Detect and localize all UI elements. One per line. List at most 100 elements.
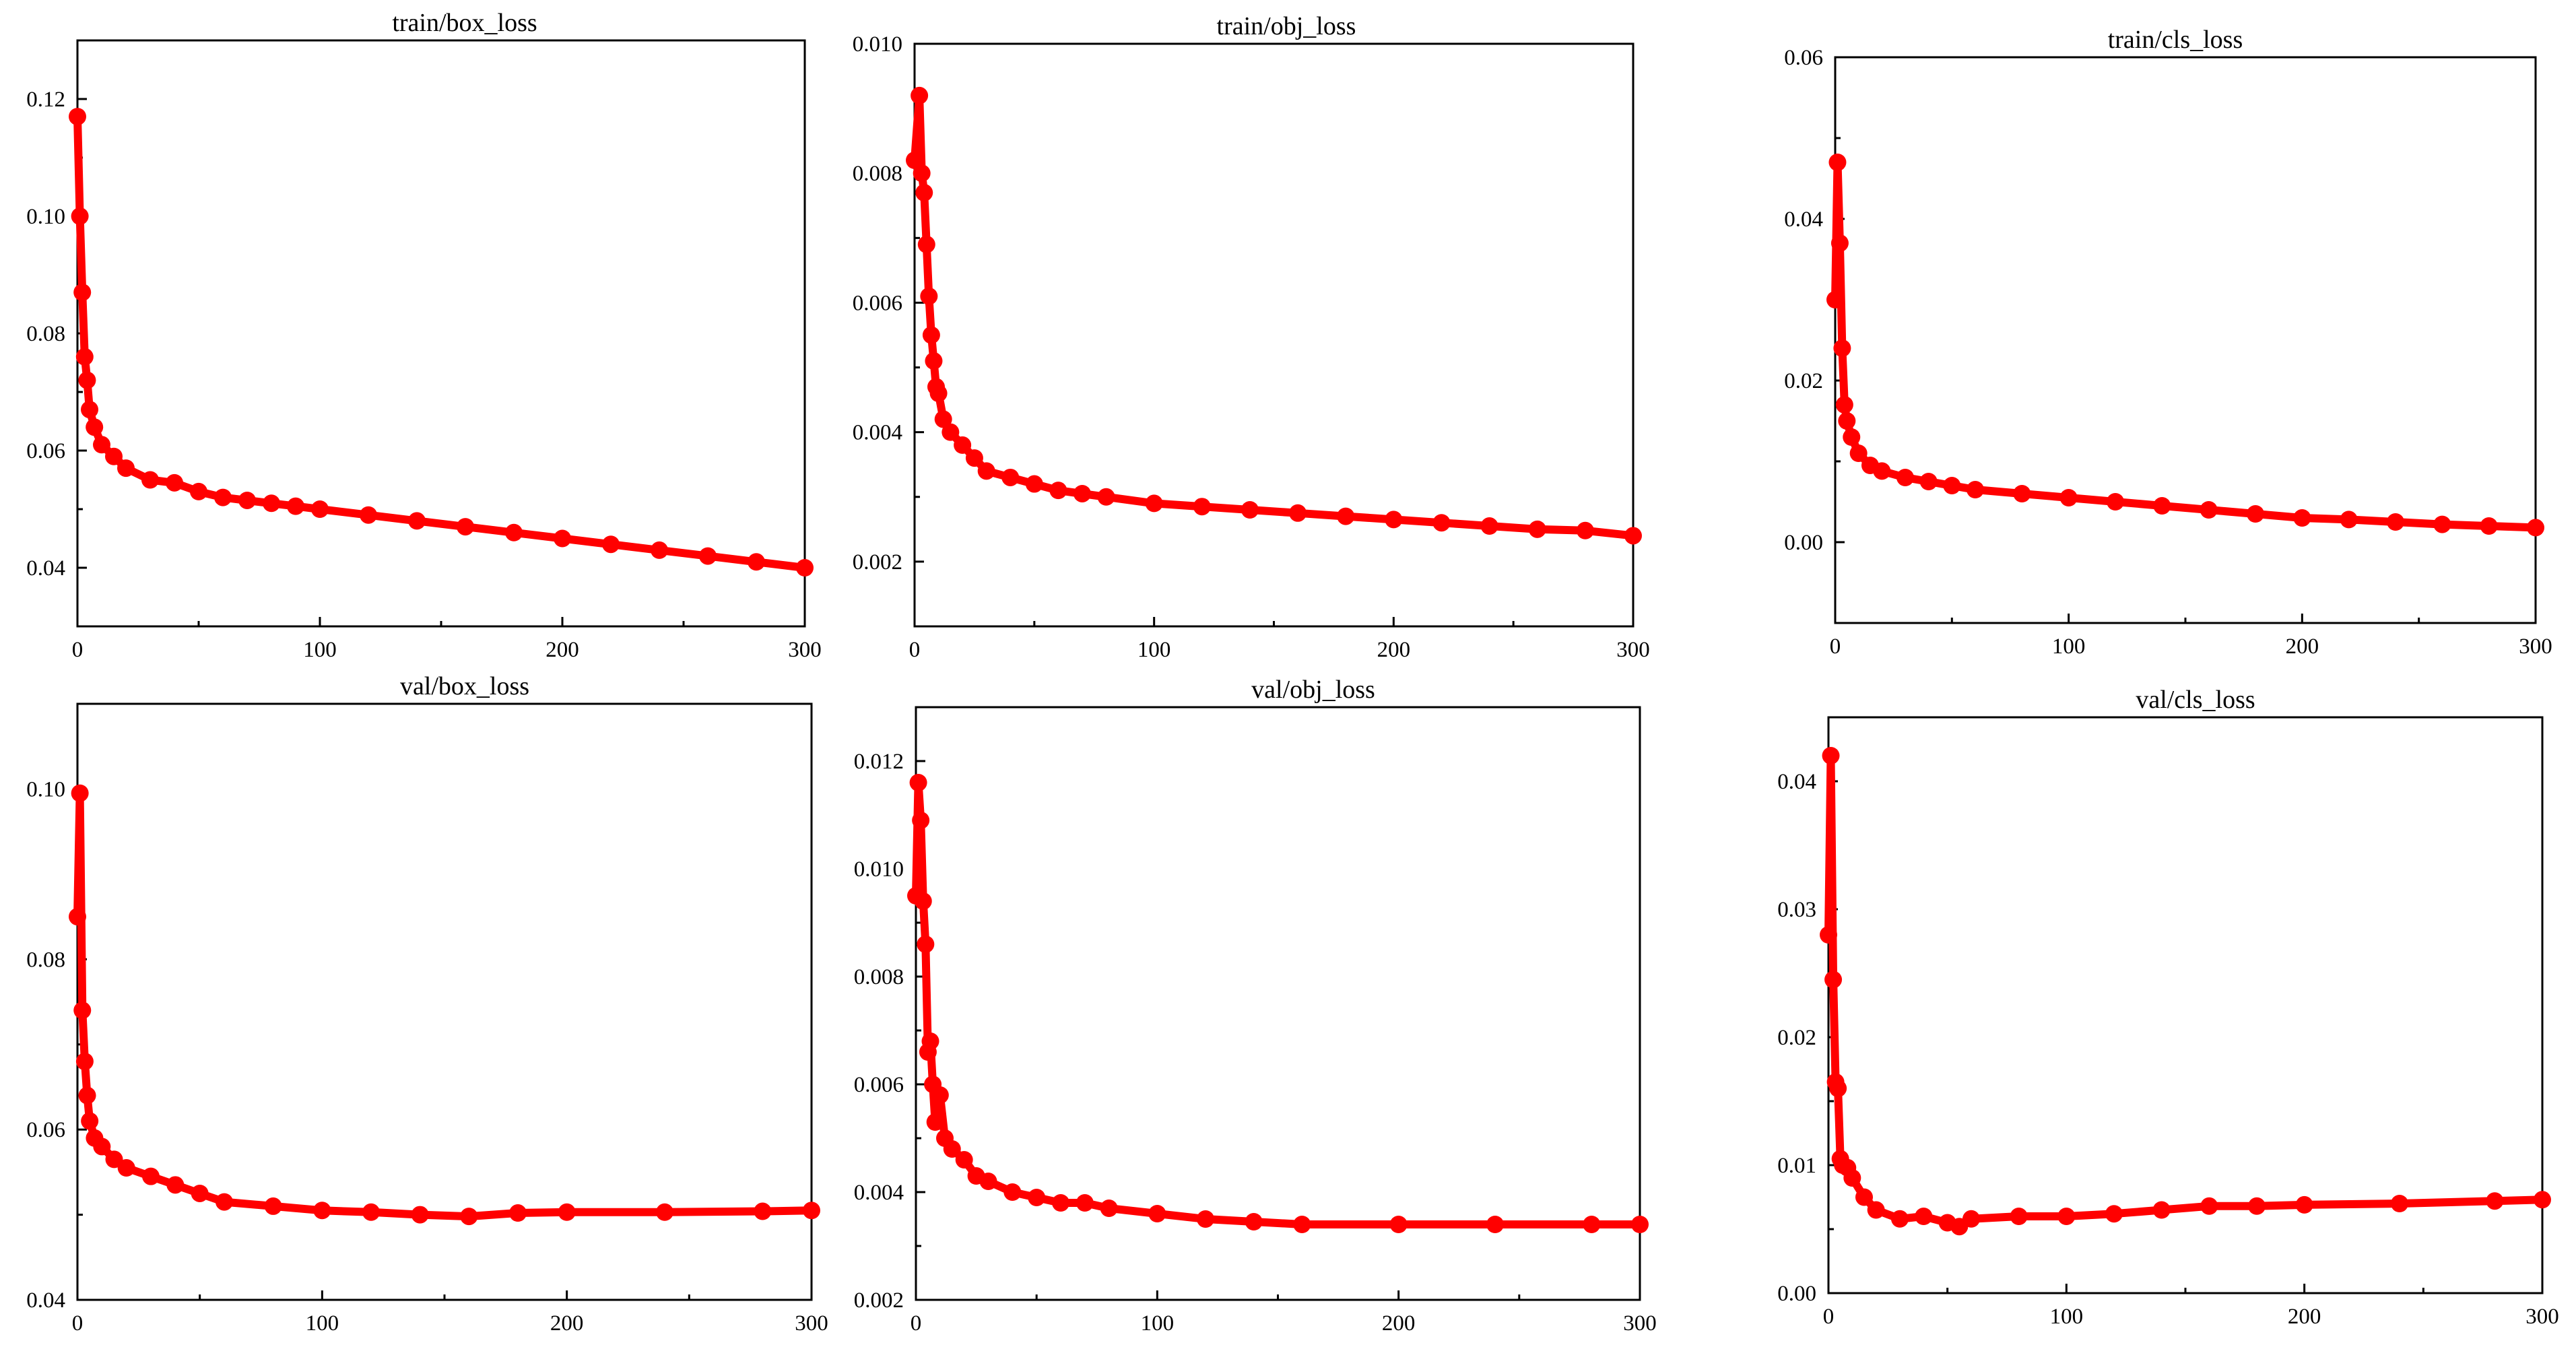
data-point (73, 1001, 92, 1020)
data-point (1843, 428, 1861, 446)
data-point (509, 1204, 527, 1222)
data-point (1915, 1208, 1933, 1225)
data-point (1896, 469, 1914, 486)
data-point (69, 908, 86, 926)
chart-panel-2: train/cls_loss 0 100 200 300 0.00 0.02 0.04 0.06 (1784, 26, 2552, 659)
data-point (1829, 1080, 1847, 1097)
data-point (1962, 1210, 1980, 1228)
data-point (912, 812, 930, 829)
data-point (2486, 1192, 2504, 1210)
data-point (1028, 1189, 1046, 1206)
data-point (69, 108, 86, 126)
data-point (909, 774, 927, 791)
data-point (166, 473, 183, 492)
data-point (1967, 481, 1984, 498)
y-tick-label: 0.002 (854, 1288, 904, 1313)
data-point (93, 1138, 111, 1156)
data-point (1873, 462, 1891, 480)
data-point (214, 488, 232, 506)
data-point (141, 471, 159, 489)
data-point (81, 1112, 99, 1130)
x-tick-label: 200 (2286, 634, 2319, 659)
data-point (1835, 396, 1853, 414)
data-point (1241, 501, 1259, 519)
data-point (360, 506, 377, 524)
y-tick-label: 0.006 (854, 1073, 904, 1097)
data-point (362, 1203, 380, 1221)
data-point (1843, 1169, 1861, 1187)
y-tick-label: 0.002 (853, 550, 902, 574)
x-tick-label: 200 (1377, 638, 1411, 662)
data-point (2200, 1197, 2218, 1215)
data-point (965, 449, 983, 467)
data-point (913, 164, 931, 183)
y-tick-label: 0.03 (1777, 898, 1816, 922)
data-point (2391, 1195, 2408, 1212)
data-point (1480, 517, 1498, 535)
data-point (238, 491, 256, 509)
y-tick-label: 0.10 (26, 777, 65, 801)
data-point (2340, 511, 2358, 529)
y-tick-label: 0.02 (1784, 369, 1823, 393)
x-tick-label: 100 (303, 638, 337, 662)
y-tick-label: 0.00 (1777, 1282, 1816, 1306)
data-point (2107, 493, 2124, 511)
data-point (1049, 482, 1067, 500)
data-point (311, 500, 329, 518)
data-point (917, 935, 935, 953)
data-point (1389, 1216, 1408, 1233)
data-point (78, 371, 96, 389)
data-point (803, 1202, 820, 1220)
data-point (408, 512, 426, 530)
chart-title: train/box_loss (392, 9, 537, 37)
data-point (921, 1032, 939, 1050)
data-point (1100, 1200, 1118, 1217)
data-point (2248, 1197, 2266, 1215)
data-point (554, 529, 571, 548)
data-point (2293, 509, 2311, 527)
data-point (1826, 291, 1844, 308)
plot-frame (915, 706, 1641, 1301)
data-point (1148, 1205, 1166, 1222)
y-tick-label: 0.012 (854, 750, 904, 774)
y-tick-label: 0.04 (1784, 207, 1823, 232)
data-point (190, 482, 207, 500)
y-tick-label: 0.02 (1777, 1026, 1816, 1050)
y-tick-label: 0.00 (1784, 531, 1823, 555)
data-point (915, 184, 933, 202)
data-point (75, 348, 94, 366)
series-line (73, 789, 816, 1221)
data-point (911, 86, 929, 104)
data-point (906, 152, 923, 169)
y-tick-label: 0.08 (26, 948, 65, 972)
y-tick-label: 0.06 (26, 439, 65, 463)
data-point (117, 459, 135, 478)
data-point (71, 784, 89, 802)
y-tick-label: 0.08 (26, 322, 65, 346)
data-point (78, 1086, 96, 1105)
x-tick-label: 200 (1382, 1311, 1416, 1336)
plot-frame (1834, 56, 2537, 624)
data-point (457, 518, 474, 536)
data-point (1833, 339, 1851, 357)
data-point (2153, 497, 2171, 515)
data-point (920, 287, 938, 305)
data-point (1293, 1216, 1311, 1233)
data-point (1076, 1194, 1094, 1212)
data-point (2057, 1208, 2076, 1225)
chart-title: val/box_loss (400, 672, 529, 700)
data-point (1145, 494, 1163, 513)
data-point (191, 1184, 209, 1202)
data-point (216, 1193, 233, 1211)
data-point (1855, 1188, 1873, 1206)
data-point (505, 523, 523, 541)
y-tick-label: 0.01 (1777, 1154, 1816, 1178)
data-point (1943, 477, 1961, 494)
data-point (93, 436, 110, 454)
data-point (2387, 513, 2404, 531)
data-point (796, 559, 814, 577)
data-point (955, 1151, 973, 1169)
y-tick-label: 0.10 (26, 205, 65, 229)
data-point (2534, 1191, 2551, 1209)
